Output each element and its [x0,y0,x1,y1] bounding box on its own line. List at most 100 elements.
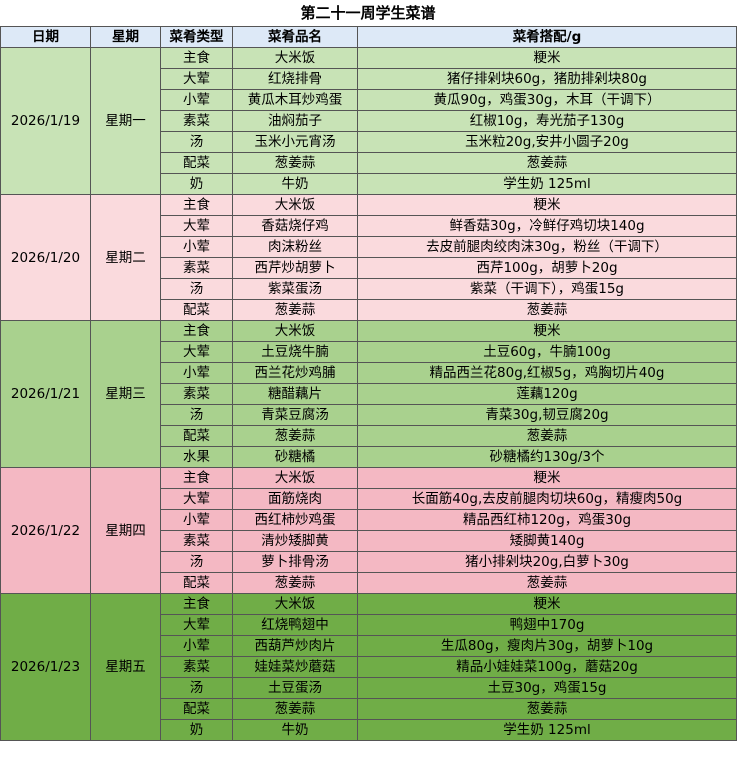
dish-ingredients: 葱姜蒜 [357,299,737,321]
menu-row: 小荤 西葫芦炒肉片 生瓜80g，瘦肉片30g，胡萝卜10g [0,635,737,657]
dish-ingredients: 粳米 [357,320,737,342]
menu-row: 汤玉米小元宵汤 玉米粒20g,安井小圆子20g [0,131,737,153]
dish-ingredients: 猪小排剁块20g,白萝卜30g [357,551,737,573]
dish-type: 配菜 [160,152,233,174]
date-cell: 2026/1/19 [0,47,91,195]
dish-type: 素菜 [160,530,233,552]
dish-type: 素菜 [160,383,233,405]
dish-ingredients: 土豆30g，鸡蛋15g [357,677,737,699]
menu-row: 汤萝卜排骨汤 猪小排剁块20g,白萝卜30g [0,551,737,573]
dish-type: 配菜 [160,425,233,447]
dish-name: 大米饭 [232,467,358,489]
dish-type: 水果 [160,446,233,468]
dish-type: 大荤 [160,614,233,636]
menu-row: 小荤 肉沫粉丝 去皮前腿肉绞肉沫30g，粉丝（干调下） [0,236,737,258]
menu-row: 2026/1/22 星期四 主食 大米饭 粳米 [0,467,737,594]
dish-ingredients: 粳米 [357,47,737,69]
menu-row: 配菜 葱姜蒜 葱姜蒜 [0,299,737,321]
column-header: 菜肴搭配/g [357,26,737,48]
menu-row: 奶牛奶 学生奶 125ml [0,173,737,195]
dish-ingredients: 葱姜蒜 [357,698,737,720]
weekday-cell: 星期一 [90,47,161,195]
dish-type: 素菜 [160,656,233,678]
dish-name: 土豆烧牛腩 [232,341,358,363]
menu-row: 大荤 面筋烧肉 长面筋40g,去皮前腿肉切块60g，精瘦肉50g [0,488,737,510]
menu-row: 小荤 西兰花炒鸡脯 精品西兰花80g,红椒5g，鸡胸切片40g [0,362,737,384]
menu-row: 素菜 娃娃菜炒蘑菇 精品小娃娃菜100g，蘑菇20g [0,656,737,678]
dish-ingredients: 黄瓜90g，鸡蛋30g，木耳（干调下） [357,89,737,111]
dish-ingredients: 葱姜蒜 [357,572,737,594]
column-header: 菜肴品名 [232,26,358,48]
dish-name: 西芹炒胡萝卜 [232,257,358,279]
weekday-cell: 星期三 [90,320,161,468]
dish-type: 小荤 [160,89,233,111]
menu-row: 小荤 西红柿炒鸡蛋 精品西红柿120g，鸡蛋30g [0,509,737,531]
dish-type: 汤 [160,677,233,699]
dish-type: 奶 [160,719,233,741]
dish-type: 汤 [160,278,233,300]
dish-name: 葱姜蒜 [232,299,358,321]
dish-type: 主食 [160,467,233,489]
menu-row: 配菜 葱姜蒜 葱姜蒜 [0,572,737,594]
dish-type: 汤 [160,131,233,153]
dish-name: 土豆蛋汤 [232,677,358,699]
dish-ingredients: 鸭翅中170g [357,614,737,636]
dish-name: 大米饭 [232,593,358,615]
dish-name: 清炒矮脚黄 [232,530,358,552]
dish-ingredients: 学生奶 125ml [357,173,737,195]
dish-name: 肉沫粉丝 [232,236,358,258]
dish-ingredients: 生瓜80g，瘦肉片30g，胡萝卜10g [357,635,737,657]
weekday-cell: 星期二 [90,194,161,321]
dish-name: 红烧鸭翅中 [232,614,358,636]
menu-row: 素菜 油焖茄子 红椒10g，寿光茄子130g [0,110,737,132]
dish-type: 主食 [160,593,233,615]
dish-type: 主食 [160,194,233,216]
dish-type: 奶 [160,173,233,195]
dish-name: 黄瓜木耳炒鸡蛋 [232,89,358,111]
dish-type: 小荤 [160,509,233,531]
dish-type: 大荤 [160,215,233,237]
dish-name: 砂糖橘 [232,446,358,468]
menu-row: 大荤 香菇烧仔鸡 鲜香菇30g，冷鲜仔鸡切块140g [0,215,737,237]
date-cell: 2026/1/21 [0,320,91,468]
column-header: 日期 [0,26,91,48]
menu-row: 2026/1/21 星期三 主食 大米饭 粳米 [0,320,737,468]
dish-type: 大荤 [160,341,233,363]
dish-name: 玉米小元宵汤 [232,131,358,153]
dish-ingredients: 莲藕120g [357,383,737,405]
dish-name: 葱姜蒜 [232,698,358,720]
title: 第二十一周学生菜谱 [300,4,436,22]
menu-row: 大荤 红烧排骨 猪仔排剁块60g，猪肋排剁块80g [0,68,737,90]
dish-ingredients: 精品小娃娃菜100g，蘑菇20g [357,656,737,678]
dish-type: 配菜 [160,299,233,321]
dish-ingredients: 学生奶 125ml [357,719,737,741]
menu-row: 大荤 红烧鸭翅中 鸭翅中170g [0,614,737,636]
dish-ingredients: 猪仔排剁块60g，猪肋排剁块80g [357,68,737,90]
dish-ingredients: 粳米 [357,467,737,489]
dish-name: 牛奶 [232,719,358,741]
dish-ingredients: 紫菜（干调下），鸡蛋15g [357,278,737,300]
dish-ingredients: 精品西兰花80g,红椒5g，鸡胸切片40g [357,362,737,384]
dish-name: 西兰花炒鸡脯 [232,362,358,384]
dish-name: 大米饭 [232,194,358,216]
menu-table: 日期 星期 菜肴类型 菜肴品名 菜肴搭配/g 2026/1/19 星期一 主食 大米饭 粳米 大荤… [0,26,737,741]
menu-row: 汤青菜豆腐汤 青菜30g,韧豆腐20g [0,404,737,426]
dish-ingredients: 红椒10g，寿光茄子130g [357,110,737,132]
dish-type: 小荤 [160,362,233,384]
dish-ingredients: 西芹100g，胡萝卜20g [357,257,737,279]
dish-name: 葱姜蒜 [232,425,358,447]
column-header: 星期 [90,26,161,48]
dish-type: 素菜 [160,257,233,279]
dish-ingredients: 葱姜蒜 [357,152,737,174]
menu-row: 大荤 土豆烧牛腩 土豆60g，牛腩100g [0,341,737,363]
menu-row: 2026/1/23 星期五 主食 大米饭 粳米 [0,593,737,741]
menu-row: 2026/1/19 星期一 主食 大米饭 粳米 [0,47,737,195]
weekday-cell: 星期四 [90,467,161,594]
weekday-cell: 星期五 [90,593,161,741]
dish-type: 素菜 [160,110,233,132]
dish-name: 葱姜蒜 [232,152,358,174]
dish-ingredients: 青菜30g,韧豆腐20g [357,404,737,426]
dish-type: 主食 [160,320,233,342]
dish-name: 西葫芦炒肉片 [232,635,358,657]
dish-name: 萝卜排骨汤 [232,551,358,573]
